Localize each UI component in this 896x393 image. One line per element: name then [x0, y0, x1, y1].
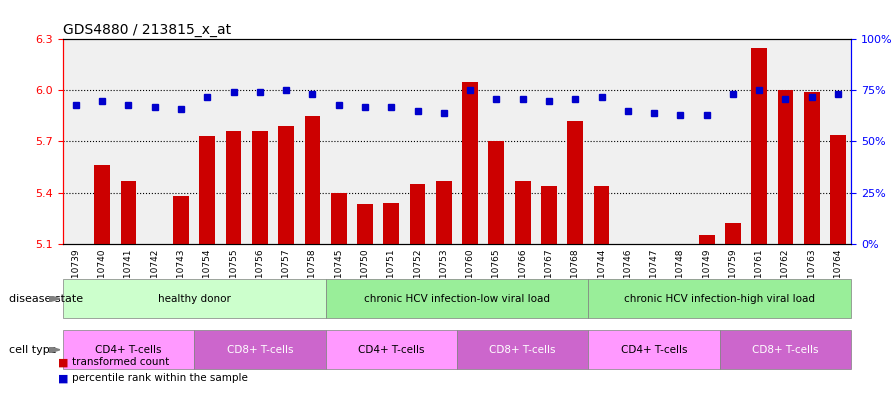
- Text: ■: ■: [58, 358, 69, 367]
- Bar: [409, 184, 426, 393]
- Bar: [279, 126, 294, 393]
- Text: healthy donor: healthy donor: [158, 294, 230, 304]
- Text: GDS4880 / 213815_x_at: GDS4880 / 213815_x_at: [63, 23, 231, 37]
- Bar: [173, 196, 189, 393]
- Text: CD8+ T-cells: CD8+ T-cells: [753, 345, 819, 355]
- Text: percentile rank within the sample: percentile rank within the sample: [72, 373, 247, 383]
- Text: ■: ■: [58, 373, 69, 383]
- Text: chronic HCV infection-high viral load: chronic HCV infection-high viral load: [625, 294, 815, 304]
- Bar: [594, 186, 609, 393]
- Bar: [804, 92, 820, 393]
- Bar: [305, 116, 320, 393]
- Bar: [673, 244, 688, 393]
- Text: transformed count: transformed count: [72, 358, 169, 367]
- Text: CD8+ T-cells: CD8+ T-cells: [227, 345, 293, 355]
- Text: cell type: cell type: [9, 345, 56, 355]
- Bar: [200, 136, 215, 393]
- Bar: [147, 244, 162, 393]
- Bar: [752, 48, 767, 393]
- Text: CD8+ T-cells: CD8+ T-cells: [489, 345, 556, 355]
- Text: CD4+ T-cells: CD4+ T-cells: [358, 345, 425, 355]
- Bar: [462, 82, 478, 393]
- Bar: [436, 181, 452, 393]
- Bar: [778, 90, 793, 393]
- Bar: [646, 244, 662, 393]
- Bar: [541, 186, 556, 393]
- Bar: [620, 244, 635, 393]
- Polygon shape: [49, 347, 60, 353]
- Bar: [252, 131, 268, 393]
- Bar: [699, 235, 714, 393]
- Text: disease state: disease state: [9, 294, 83, 304]
- Bar: [331, 193, 347, 393]
- Bar: [515, 181, 530, 393]
- Bar: [68, 244, 83, 393]
- Bar: [121, 181, 136, 393]
- Text: CD4+ T-cells: CD4+ T-cells: [95, 345, 161, 355]
- Bar: [226, 131, 241, 393]
- Text: chronic HCV infection-low viral load: chronic HCV infection-low viral load: [364, 294, 550, 304]
- Bar: [831, 135, 846, 393]
- Text: CD4+ T-cells: CD4+ T-cells: [621, 345, 687, 355]
- Bar: [94, 165, 110, 393]
- Bar: [725, 223, 741, 393]
- Bar: [383, 203, 399, 393]
- Polygon shape: [49, 296, 60, 302]
- Bar: [488, 141, 504, 393]
- Bar: [567, 121, 583, 393]
- Bar: [358, 204, 373, 393]
